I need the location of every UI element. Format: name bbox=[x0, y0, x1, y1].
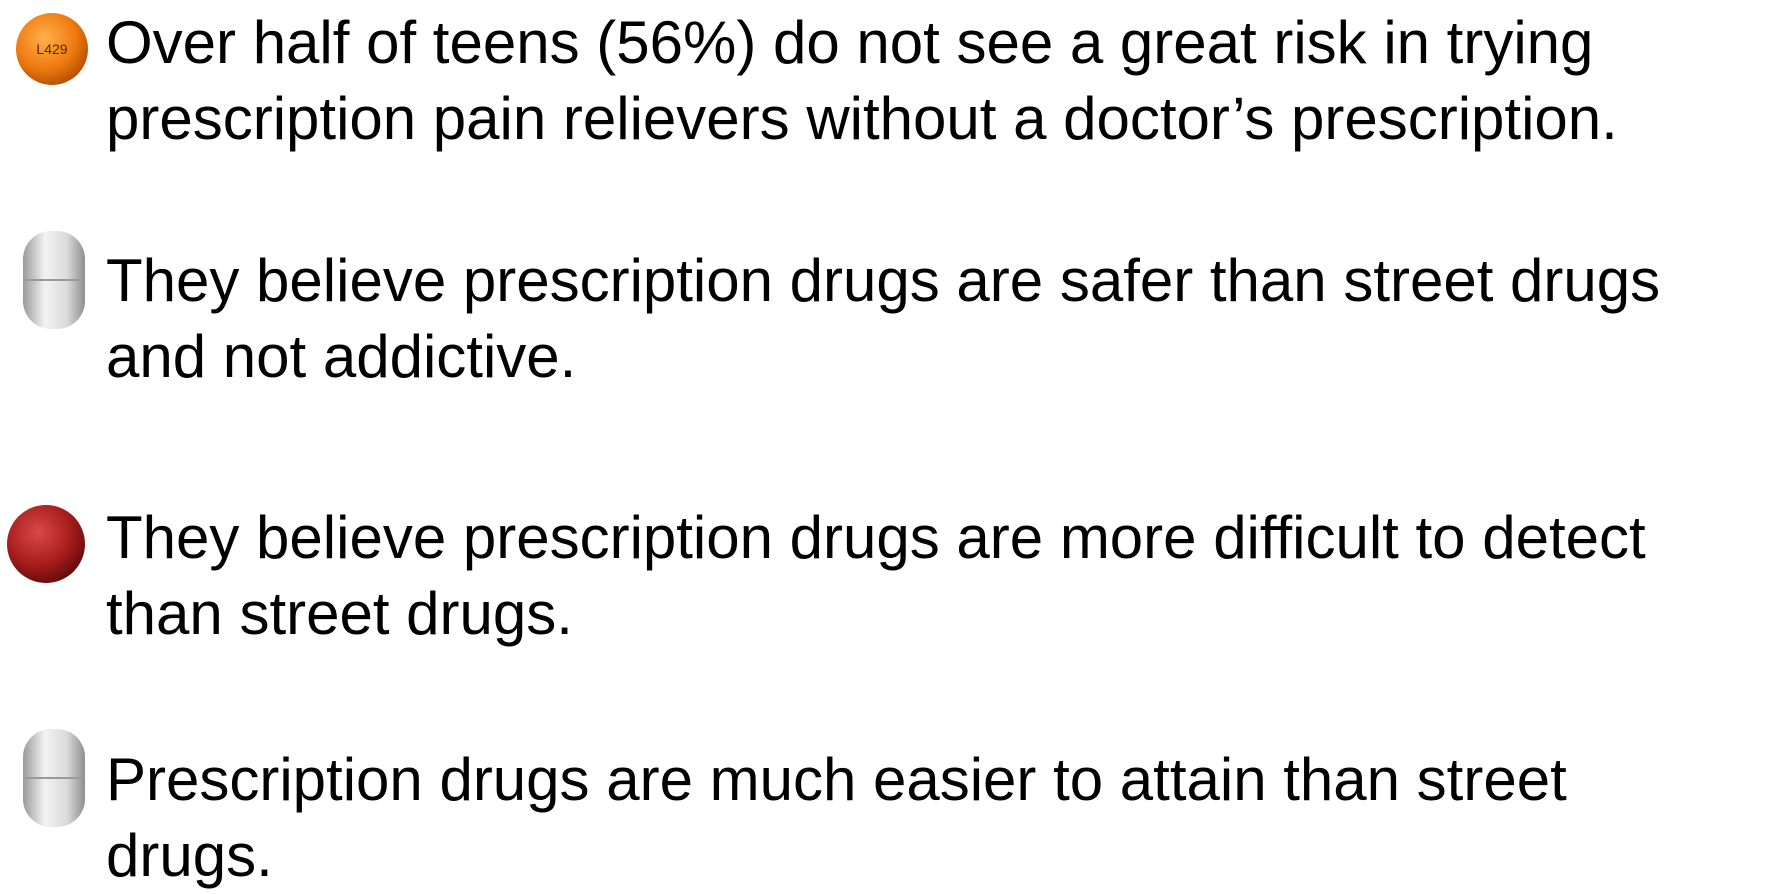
bullet-text-line: drugs. bbox=[106, 818, 1567, 894]
bullet-item: They believe prescription drugs are safe… bbox=[106, 243, 1660, 395]
bullet-text-line: They believe prescription drugs are safe… bbox=[106, 243, 1660, 319]
bullet-text-line: prescription pain relievers without a do… bbox=[106, 81, 1618, 157]
bullet-text-line: than street drugs. bbox=[106, 576, 1646, 652]
page: {"items": [ {"lines": ["Over half of tee… bbox=[0, 0, 1777, 885]
red-pill-icon bbox=[5, 503, 87, 585]
white-capsule-icon bbox=[20, 229, 88, 331]
bullet-text-line: They believe prescription drugs are more… bbox=[106, 500, 1646, 576]
pill-imprint: L429 bbox=[36, 41, 67, 57]
bullet-item: They believe prescription drugs are more… bbox=[106, 500, 1646, 652]
orange-pill-icon: L429 bbox=[14, 11, 90, 87]
bullet-text-line: Over half of teens (56%) do not see a gr… bbox=[106, 5, 1618, 81]
bullet-text-line: and not addictive. bbox=[106, 319, 1660, 395]
bullet-item: Prescription drugs are much easier to at… bbox=[106, 742, 1567, 894]
bullet-text-line: Prescription drugs are much easier to at… bbox=[106, 742, 1567, 818]
white-capsule-icon bbox=[20, 727, 88, 829]
bullet-item: Over half of teens (56%) do not see a gr… bbox=[106, 5, 1618, 157]
